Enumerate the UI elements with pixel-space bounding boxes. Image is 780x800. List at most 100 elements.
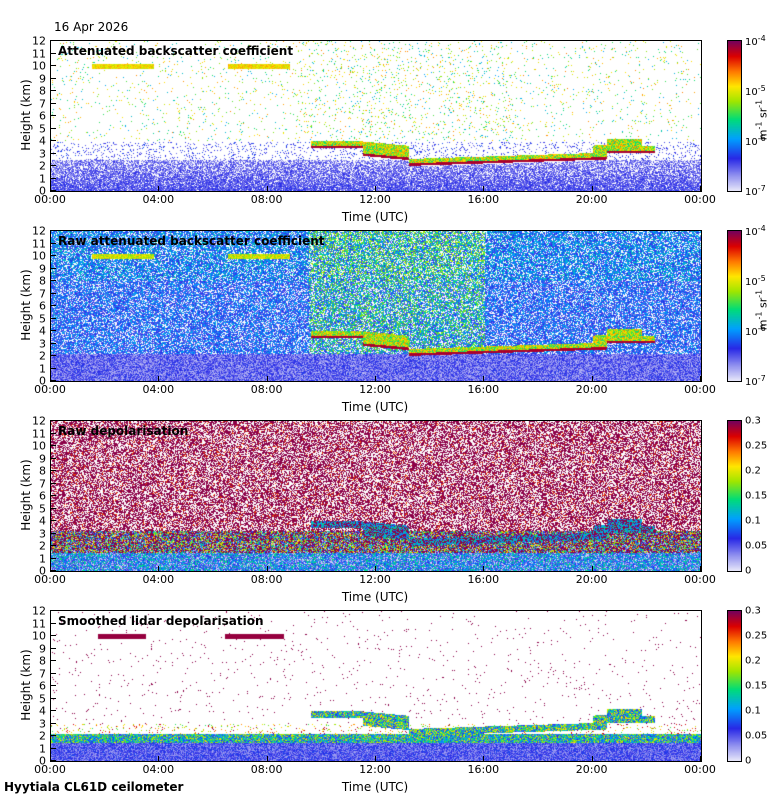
y-tick-mark (51, 242, 56, 244)
x-tick-mark (700, 756, 701, 761)
y-tick-mark (51, 445, 56, 446)
y-tick-mark (51, 40, 56, 41)
colorbar (727, 230, 742, 382)
x-tick-mark (266, 186, 268, 191)
x-tick-label: 16:00 (467, 573, 500, 586)
y-tick-label: 4 (39, 514, 46, 528)
y-tick-label: 0 (39, 184, 46, 198)
x-tick-mark (483, 376, 485, 381)
x-tick-label: 00:00 (684, 763, 716, 776)
y-tick-mark (51, 482, 56, 484)
y-tick-mark (51, 735, 56, 736)
colorbar (727, 40, 742, 192)
y-tick-mark (51, 760, 56, 761)
y-tick-label: 6 (39, 299, 46, 313)
y-tick-label: 9 (39, 262, 46, 275)
y-tick-label: 1 (39, 362, 46, 375)
y-axis-label: Height (km) (19, 459, 33, 531)
y-tick-mark (51, 470, 56, 471)
y-tick-label: 11 (32, 427, 46, 440)
x-tick-mark (50, 756, 51, 761)
x-tick-label: 08:00 (250, 763, 283, 776)
y-tick-label: 8 (39, 654, 46, 668)
x-tick-label: 12:00 (359, 763, 391, 776)
y-tick-mark (51, 355, 56, 356)
y-tick-label: 3 (39, 527, 46, 540)
colorbar (727, 420, 742, 572)
y-tick-mark (51, 330, 56, 331)
y-tick-label: 12 (32, 34, 46, 48)
x-tick-mark (158, 756, 160, 761)
x-tick-label: 00:00 (684, 573, 716, 586)
x-tick-mark (700, 566, 701, 571)
y-axis-label: Height (km) (19, 269, 33, 341)
y-tick-label: 11 (32, 617, 46, 630)
y-tick-mark (51, 647, 56, 649)
y-tick-mark (51, 65, 56, 66)
x-tick-label: 16:00 (467, 763, 500, 776)
x-tick-label: 00:00 (34, 763, 66, 776)
y-tick-label: 0 (39, 374, 46, 388)
colorbar-tick-label: 0.2 (745, 655, 761, 667)
y-tick-mark (51, 140, 56, 141)
y-tick-mark (51, 115, 56, 116)
y-tick-label: 1 (39, 742, 46, 755)
x-tick-label: 20:00 (575, 193, 608, 206)
y-tick-mark (51, 635, 56, 636)
colorbar-tick-label: 10-4 (745, 223, 766, 239)
colorbar-tick-label: 10-4 (745, 33, 766, 49)
y-tick-mark (51, 722, 56, 724)
y-tick-label: 12 (32, 414, 46, 428)
y-tick-label: 5 (39, 692, 46, 705)
x-tick-mark (266, 376, 268, 381)
x-tick-label: 20:00 (575, 763, 608, 776)
x-tick-mark (483, 756, 485, 761)
x-tick-label: 00:00 (684, 193, 716, 206)
x-tick-mark (50, 186, 51, 191)
x-tick-mark (158, 566, 160, 571)
x-tick-label: 20:00 (575, 383, 608, 396)
x-tick-mark (50, 566, 51, 571)
chart-panel-4: Smoothed lidar depolarisation 0 1 2 3 4 5 6 7 8 9 1… (0, 605, 780, 800)
y-tick-label: 6 (39, 109, 46, 123)
y-tick-label: 11 (32, 47, 46, 60)
y-tick-mark (51, 230, 56, 231)
colorbar-tick-label: 0.05 (745, 540, 768, 552)
y-tick-mark (51, 685, 56, 686)
x-tick-mark (158, 186, 160, 191)
y-tick-mark (51, 280, 56, 281)
x-tick-label: 04:00 (142, 573, 175, 586)
y-tick-mark (51, 255, 56, 256)
colorbar-tick-label: 0.15 (745, 680, 768, 692)
y-tick-label: 7 (39, 667, 46, 680)
y-axis-label: Height (km) (19, 79, 33, 151)
x-axis-label: Time (UTC) (341, 210, 409, 224)
y-tick-mark (51, 367, 56, 369)
colorbar-tick-label: 0.25 (745, 630, 768, 642)
heatmap-canvas (51, 41, 701, 191)
x-tick-mark (50, 376, 51, 381)
x-tick-mark (375, 186, 376, 191)
x-tick-mark (375, 756, 376, 761)
colorbar-tick-label: 0.3 (745, 415, 761, 427)
colorbar-gradient (728, 421, 741, 571)
heatmap-plot-area: Smoothed lidar depolarisation (50, 610, 702, 762)
y-tick-label: 4 (39, 134, 46, 148)
y-tick-label: 10 (32, 439, 46, 453)
heatmap-canvas (51, 421, 701, 571)
chart-title: Attenuated backscatter coefficient (58, 44, 294, 58)
y-tick-label: 12 (32, 604, 46, 618)
colorbar-unit-label: m-1 sr-1 (754, 99, 770, 141)
y-tick-label: 2 (39, 729, 46, 743)
y-tick-label: 4 (39, 704, 46, 718)
heatmap-plot-area: Raw attenuated backscatter coefficient (50, 230, 702, 382)
x-tick-label: 04:00 (142, 763, 175, 776)
y-tick-mark (51, 420, 56, 421)
chart-panel-1: Attenuated backscatter coefficient 0 1 2 3 4 5… (0, 34, 780, 230)
colorbar-tick-label: 10-5 (745, 83, 766, 99)
y-tick-label: 7 (39, 477, 46, 490)
y-tick-label: 2 (39, 159, 46, 173)
y-tick-label: 10 (32, 249, 46, 263)
x-tick-label: 08:00 (250, 193, 283, 206)
x-tick-label: 00:00 (34, 193, 66, 206)
